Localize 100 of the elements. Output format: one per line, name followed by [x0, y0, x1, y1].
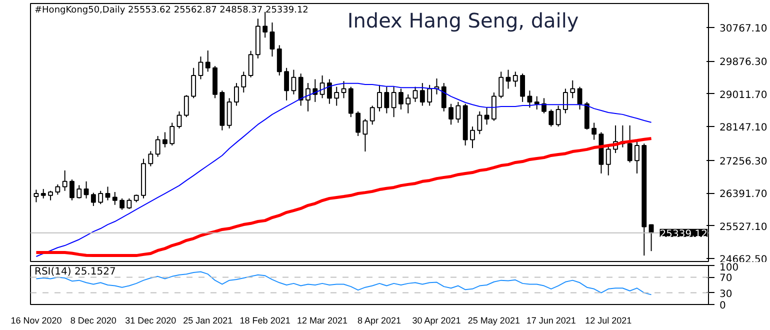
x-tick-label: 8 Dec 2020 [70, 316, 116, 326]
candlestick [477, 110, 482, 135]
y-tick-label: 0 [720, 300, 726, 312]
candlestick [484, 107, 490, 126]
candlestick [470, 126, 475, 149]
candlestick [126, 198, 132, 210]
candlestick [577, 86, 582, 110]
candlestick [98, 190, 104, 205]
candlestick [48, 190, 53, 201]
candlestick [40, 188, 46, 199]
candlestick [170, 122, 175, 146]
candlestick [191, 67, 196, 99]
candlestick [441, 82, 446, 112]
candlestick [284, 67, 290, 101]
candlestick [384, 86, 390, 114]
ref-line-label: 25339.12 [660, 228, 708, 240]
candlestick [648, 224, 654, 252]
y-tick-label: 30767.10 [720, 24, 768, 35]
candlestick [234, 82, 239, 106]
candlestick [506, 69, 511, 90]
x-tick-label: 16 Nov 2020 [10, 316, 62, 326]
candlestick [306, 82, 310, 112]
candlestick [62, 170, 68, 192]
candlestick [542, 98, 546, 114]
candlestick [370, 105, 375, 126]
candlestick [176, 110, 182, 129]
candlestick [76, 184, 82, 199]
candlestick [226, 98, 232, 129]
line-series [34, 136, 653, 258]
candlestick [420, 82, 425, 106]
y-tick-label: 29876.30 [720, 57, 768, 68]
candlestick [391, 86, 396, 118]
x-tick-label: 8 Apr 2021 [357, 316, 402, 326]
chart-subtitle: #HongKong50,Daily 25553.62 25562.87 24858.37 25339.12 [34, 6, 308, 16]
candlestick [427, 84, 432, 106]
candlestick [456, 101, 461, 124]
candlestick [198, 56, 204, 80]
candlestick [112, 191, 118, 206]
candlestick [377, 84, 382, 112]
candlestick [84, 180, 89, 199]
y-tick-label: 25527.10 [720, 222, 768, 233]
candlestick [498, 71, 504, 99]
candlestick [162, 132, 168, 148]
candlestick [556, 105, 561, 128]
candlestick [627, 124, 632, 163]
candlestick [448, 103, 454, 126]
candlestick [491, 92, 496, 122]
candlestick [205, 50, 210, 72]
candlestick [634, 141, 640, 174]
candlestick [155, 136, 160, 158]
y-tick-label: 27256.30 [720, 156, 768, 168]
candlestick [406, 94, 411, 114]
y-tick-label: 26391.70 [720, 189, 768, 200]
x-tick-label: 25 May 2021 [468, 316, 520, 326]
candlestick [534, 96, 540, 110]
candlestick [298, 73, 304, 106]
x-tick-label: 25 Jan 2021 [183, 316, 233, 326]
candlestick [248, 50, 254, 78]
candlestick [90, 192, 96, 206]
candlestick [262, 11, 268, 38]
candlestick [570, 80, 576, 99]
candlestick [606, 144, 611, 176]
candlestick [34, 189, 39, 203]
candlestick [120, 198, 125, 210]
x-tick-label: 31 Dec 2020 [125, 316, 176, 326]
chart-title: RSI(14) 25.1527 [34, 266, 116, 278]
x-tick-label: 18 Feb 2021 [240, 316, 290, 326]
candlestick [412, 86, 418, 102]
candlestick [70, 179, 74, 201]
candlestick [341, 80, 346, 99]
candlestick [334, 86, 340, 106]
candlestick [562, 88, 568, 114]
candlestick [241, 71, 246, 93]
candlestick [326, 78, 332, 104]
candlestick [184, 94, 189, 118]
candlestick [291, 69, 296, 95]
candlestick [520, 73, 526, 102]
candlestick [276, 44, 282, 76]
x-tick-label: 12 Mar 2021 [297, 316, 348, 326]
x-tick-label: 12 Jul 2021 [585, 316, 632, 326]
y-tick-label: 70 [720, 273, 732, 284]
chart-title: Index Hang Seng, daily [347, 8, 579, 32]
candlestick [105, 186, 110, 201]
candlestick [548, 109, 554, 128]
candlestick [270, 22, 275, 58]
y-tick-label: 28147.10 [720, 122, 768, 134]
candlestick [398, 88, 404, 110]
candlestick [148, 150, 154, 167]
candlestick [55, 184, 60, 196]
candlestick [527, 90, 532, 108]
y-tick-label: 29011.70 [720, 90, 768, 101]
candlestick [320, 74, 325, 99]
x-tick-label: 17 Jun 2021 [526, 316, 576, 326]
y-tick-label: 100 [720, 262, 739, 274]
y-tick-label: 30 [720, 288, 732, 300]
candlestick [512, 71, 518, 88]
candlestick [592, 122, 597, 140]
candlestick [356, 110, 361, 136]
x-tick-label: 30 Apr 2021 [412, 316, 461, 326]
candlestick [362, 118, 368, 152]
